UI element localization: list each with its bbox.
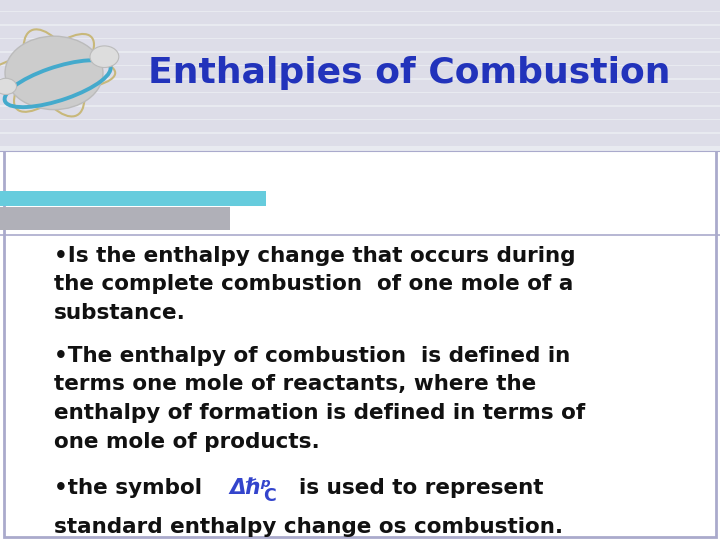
FancyBboxPatch shape	[0, 53, 720, 65]
FancyBboxPatch shape	[0, 80, 720, 92]
FancyBboxPatch shape	[0, 39, 720, 51]
FancyBboxPatch shape	[0, 120, 720, 132]
FancyBboxPatch shape	[0, 93, 720, 105]
Circle shape	[5, 36, 103, 110]
Text: C: C	[264, 487, 276, 505]
Text: Δℏᵖ: Δℏᵖ	[229, 478, 271, 498]
Text: is used to represent: is used to represent	[284, 478, 544, 498]
Text: •The enthalpy of combustion  is defined in
terms one mole of reactants, where th: •The enthalpy of combustion is defined i…	[54, 346, 585, 452]
FancyBboxPatch shape	[0, 0, 720, 11]
Circle shape	[90, 46, 119, 68]
FancyBboxPatch shape	[0, 134, 720, 146]
Text: Enthalpies of Combustion: Enthalpies of Combustion	[148, 56, 670, 90]
FancyBboxPatch shape	[0, 107, 720, 119]
FancyBboxPatch shape	[0, 66, 720, 78]
Text: standard enthalpy change os combustion.: standard enthalpy change os combustion.	[54, 517, 563, 537]
FancyBboxPatch shape	[0, 191, 266, 206]
Text: •the symbol: •the symbol	[54, 478, 210, 498]
FancyBboxPatch shape	[0, 207, 230, 229]
Text: •Is the enthalpy change that occurs during
the complete combustion  of one mole : •Is the enthalpy change that occurs duri…	[54, 246, 575, 323]
FancyBboxPatch shape	[0, 0, 720, 151]
FancyBboxPatch shape	[0, 12, 720, 24]
Circle shape	[0, 78, 17, 94]
FancyBboxPatch shape	[0, 26, 720, 38]
